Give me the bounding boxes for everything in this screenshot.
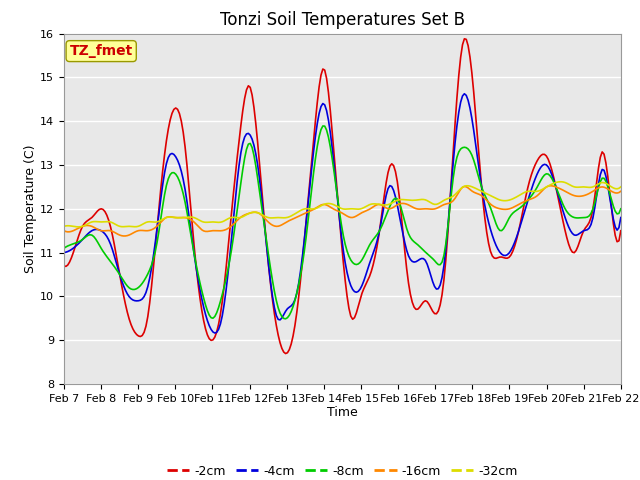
-4cm	[617, 215, 625, 220]
-4cm	[392, 194, 399, 200]
-32cm	[403, 197, 410, 203]
-2cm	[394, 179, 401, 185]
-16cm	[394, 202, 401, 208]
-2cm	[282, 351, 289, 357]
-16cm	[568, 192, 576, 198]
-8cm	[533, 184, 541, 190]
-4cm	[394, 202, 401, 208]
-8cm	[617, 206, 625, 212]
-2cm	[403, 265, 410, 271]
-16cm	[531, 194, 539, 200]
X-axis label: Time: Time	[327, 407, 358, 420]
Line: -4cm: -4cm	[64, 94, 621, 333]
-2cm	[568, 249, 576, 255]
-16cm	[403, 201, 410, 207]
Legend: -2cm, -4cm, -8cm, -16cm, -32cm: -2cm, -4cm, -8cm, -16cm, -32cm	[162, 460, 523, 480]
-2cm	[60, 263, 68, 269]
-32cm	[75, 224, 83, 230]
-16cm	[62, 228, 70, 234]
-16cm	[546, 183, 554, 189]
-32cm	[568, 183, 576, 189]
-32cm	[62, 223, 70, 229]
-8cm	[282, 316, 289, 322]
-2cm	[617, 228, 625, 234]
-16cm	[617, 188, 625, 194]
-4cm	[568, 230, 576, 236]
-4cm	[461, 91, 468, 96]
-32cm	[394, 197, 401, 203]
-32cm	[60, 224, 68, 229]
-8cm	[394, 196, 401, 202]
-8cm	[62, 244, 70, 250]
-16cm	[60, 228, 68, 234]
-8cm	[319, 123, 326, 129]
Line: -32cm: -32cm	[64, 182, 621, 227]
-32cm	[531, 189, 539, 194]
Line: -8cm: -8cm	[64, 126, 621, 319]
-4cm	[211, 330, 219, 336]
-8cm	[60, 245, 68, 251]
-8cm	[396, 200, 403, 205]
-4cm	[62, 249, 70, 255]
-32cm	[617, 184, 625, 190]
-4cm	[403, 247, 410, 253]
-8cm	[404, 231, 412, 237]
-4cm	[60, 250, 68, 255]
-2cm	[533, 158, 541, 164]
-16cm	[120, 233, 127, 239]
Line: -16cm: -16cm	[64, 186, 621, 236]
Y-axis label: Soil Temperature (C): Soil Temperature (C)	[24, 144, 37, 273]
-2cm	[62, 264, 70, 269]
-2cm	[392, 169, 399, 175]
-2cm	[461, 36, 468, 42]
-32cm	[557, 179, 565, 185]
-8cm	[568, 214, 576, 220]
Text: TZ_fmet: TZ_fmet	[70, 44, 133, 58]
Line: -2cm: -2cm	[64, 39, 621, 354]
-32cm	[392, 198, 399, 204]
Title: Tonzi Soil Temperatures Set B: Tonzi Soil Temperatures Set B	[220, 11, 465, 29]
-16cm	[392, 203, 399, 209]
-4cm	[533, 171, 541, 177]
